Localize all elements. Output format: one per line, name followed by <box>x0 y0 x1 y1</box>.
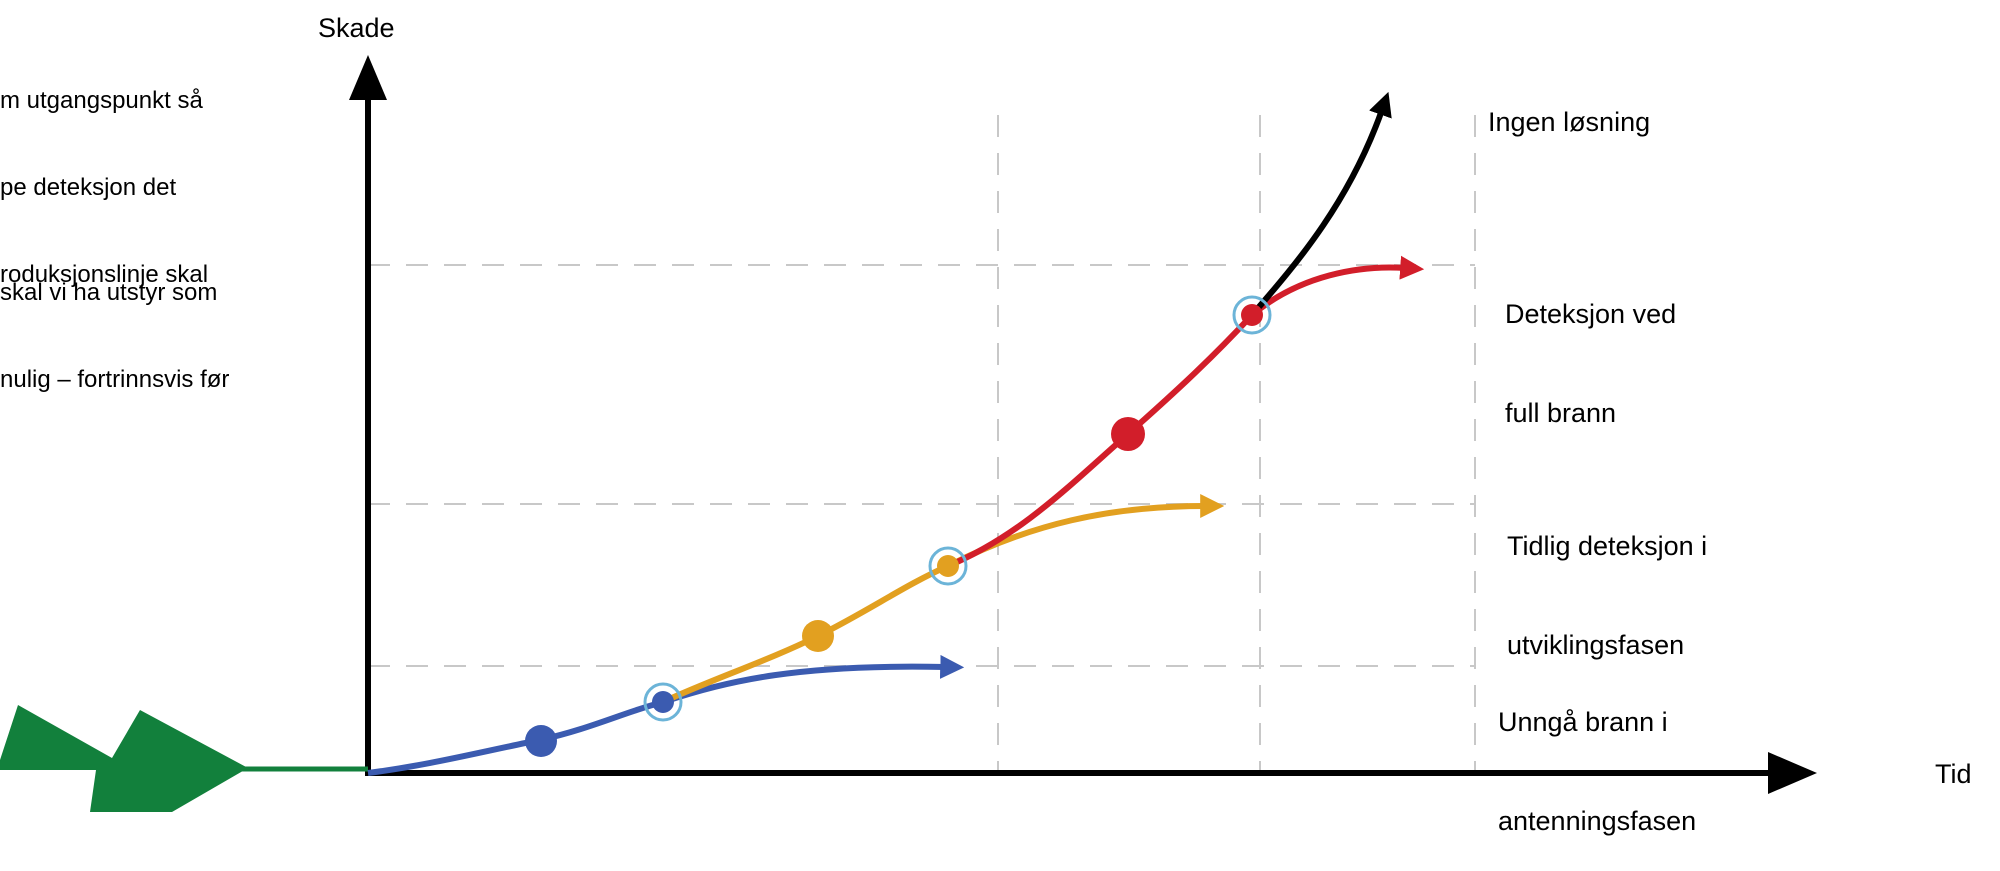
label-line: antenningsfasen <box>1498 806 1697 836</box>
label-ingen-losning: Ingen løsning <box>1488 40 1650 172</box>
label-tidlig-deteksjon: Tidlig deteksjon i utviklingsfasen <box>1507 464 1707 695</box>
y-axis-label: Skade <box>318 13 395 43</box>
side-text-line: skal vi ha utstyr som <box>0 279 218 306</box>
side-text-paragraph-2: skal vi ha utstyr som nulig – fortrinnsv… <box>0 220 229 423</box>
marker-blue-dot <box>525 725 557 757</box>
marker-orange-dot <box>802 620 834 652</box>
label-line: full brann <box>1505 398 1617 428</box>
gridlines <box>368 115 1476 772</box>
label-line: utviklingsfasen <box>1507 630 1685 660</box>
marker-orange-ring <box>928 546 968 586</box>
label-unnga-brann: Unngå brann i antenningsfasen <box>1498 640 1696 871</box>
label-line: Deteksjon ved <box>1505 299 1677 329</box>
label-deteksjon-full-brann: Deteksjon ved full brann <box>1505 232 1676 463</box>
side-text-paragraph-1: m utgangspunkt så pe deteksjon det roduk… <box>0 28 208 318</box>
side-text-line: nulig – fortrinnsvis før <box>0 366 230 393</box>
side-text-line: pe deteksjon det <box>0 174 177 201</box>
x-axis-label: Tid <box>1935 759 1972 789</box>
green-pointer-arrow <box>0 705 368 812</box>
curve-orange <box>661 494 1225 705</box>
marker-red-dot <box>1111 417 1145 451</box>
label-line: Ingen løsning <box>1488 107 1651 137</box>
y-axis-arrowhead <box>349 55 387 100</box>
marker-red-ring <box>1232 295 1272 335</box>
fire-damage-diagram <box>0 55 1817 812</box>
x-axis-arrowhead <box>1768 752 1817 794</box>
curve-red <box>946 255 1425 569</box>
side-text-line: roduksjonslinje skal <box>0 261 209 288</box>
curve-black <box>1249 91 1392 317</box>
marker-blue-ring <box>643 682 683 722</box>
curve-blue <box>367 654 965 776</box>
side-text-line: m utgangspunkt så <box>0 87 203 114</box>
label-line: Unngå brann i <box>1498 707 1668 737</box>
label-line: Tidlig deteksjon i <box>1507 531 1708 561</box>
